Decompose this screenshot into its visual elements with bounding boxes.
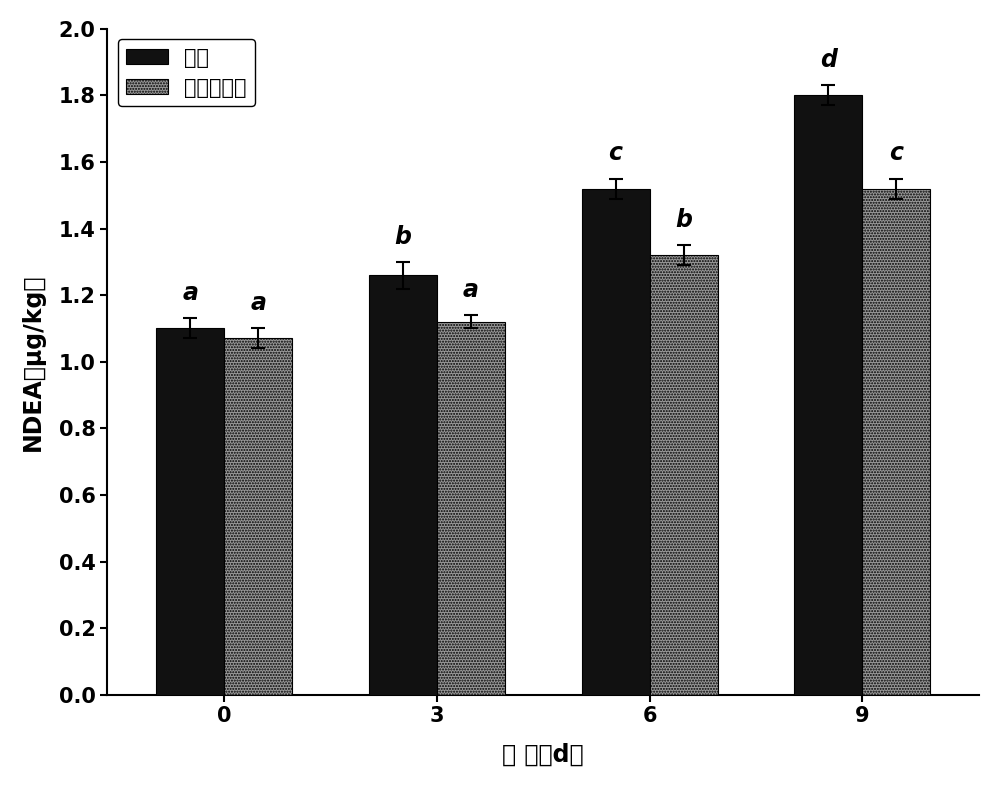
Text: d: d (820, 48, 837, 72)
Legend: 对照, 弯曲乳杆菌: 对照, 弯曲乳杆菌 (118, 39, 255, 106)
Bar (862, 188, 930, 695)
Text: a: a (182, 281, 198, 305)
Bar (224, 339, 292, 695)
Text: a: a (250, 291, 266, 315)
Text: b: b (395, 225, 411, 248)
Text: c: c (889, 141, 903, 165)
Text: b: b (675, 208, 692, 232)
Y-axis label: NDEA（μg/kg）: NDEA（μg/kg） (21, 273, 45, 451)
Bar (156, 329, 224, 695)
Bar (437, 322, 505, 695)
Bar (650, 255, 718, 695)
Bar (369, 275, 437, 695)
X-axis label: 时 间（d）: 时 间（d） (502, 743, 584, 768)
Bar (794, 95, 862, 695)
Bar (582, 188, 650, 695)
Text: a: a (463, 278, 479, 302)
Text: c: c (609, 141, 623, 165)
